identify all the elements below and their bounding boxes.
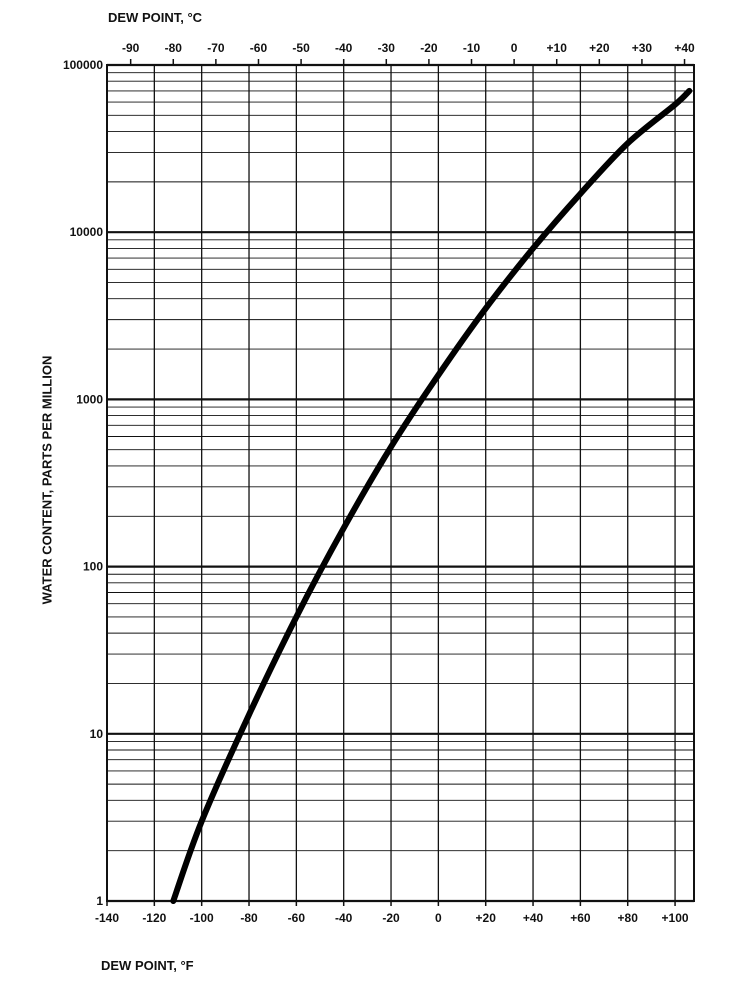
x2-tick-label: +30 [632,41,653,55]
y-tick-label: 10 [90,727,104,741]
x2-tick-label: +20 [589,41,610,55]
plot-frame [106,64,695,902]
x2-tick-label: -40 [335,41,353,55]
x2-tick-label: -10 [463,41,481,55]
x2-tick-label: +10 [547,41,568,55]
x2-tick-label: -50 [292,41,310,55]
x2-tick-label: -70 [207,41,225,55]
x2-tick-label: 0 [511,41,518,55]
x2-tick-label: -20 [420,41,438,55]
top-axis-title: DEW POINT, °C [108,10,203,25]
x2-tick-label: -30 [378,41,396,55]
x-tick-label: +20 [476,911,497,925]
x2-tick-label: +40 [674,41,695,55]
x-tick-label: -60 [288,911,306,925]
x2-tick-label: -80 [165,41,183,55]
x-tick-label: +100 [662,911,689,925]
x-tick-label: 0 [435,911,442,925]
x-tick-label: -80 [240,911,258,925]
bottom-axis-title: DEW POINT, °F [101,958,194,973]
x-tick-label: +60 [570,911,591,925]
x-tick-label: +80 [618,911,639,925]
y-tick-label: 1000 [76,392,103,406]
x-tick-label: -100 [190,911,214,925]
y-tick-label: 100 [83,560,103,574]
x-tick-label: -40 [335,911,353,925]
y-tick-label: 1 [96,894,103,908]
water-content-curve [170,87,693,904]
y-tick-label: 100000 [63,58,103,72]
x-tick-label: -20 [382,911,400,925]
x-tick-label: -120 [142,911,166,925]
y-tick-label: 10000 [70,225,104,239]
x2-tick-label: -90 [122,41,140,55]
x2-tick-label: -60 [250,41,268,55]
x-tick-label: +40 [523,911,544,925]
x-tick-label: -140 [95,911,119,925]
